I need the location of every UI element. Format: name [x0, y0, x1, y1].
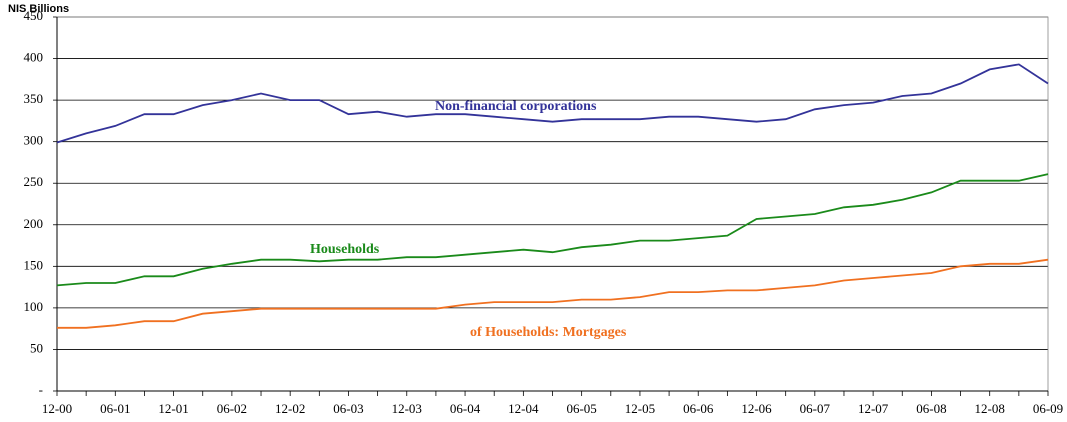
y-tick-label: 250: [24, 174, 44, 189]
y-tick-label: 350: [24, 91, 44, 106]
y-tick-label: 450: [24, 8, 44, 23]
x-tick-label: 12-04: [508, 401, 539, 416]
series-label: Non-financial corporations: [435, 99, 597, 114]
x-tick-label: 06-04: [450, 401, 481, 416]
x-tick-label: 12-02: [275, 401, 305, 416]
y-tick-label: 400: [24, 50, 44, 65]
x-tick-label: 12-06: [741, 401, 772, 416]
x-tick-label: 12-01: [158, 401, 188, 416]
y-tick-label: 50: [30, 340, 43, 355]
series-label: Households: [310, 242, 380, 257]
x-tick-label: 06-08: [916, 401, 946, 416]
x-tick-label: 06-01: [100, 401, 130, 416]
series-line: [56, 173, 1049, 287]
x-tick-label: 12-07: [858, 401, 889, 416]
x-tick-label: 06-07: [800, 401, 831, 416]
y-tick-label: 150: [24, 257, 44, 272]
y-tick-label: 300: [24, 133, 44, 148]
series-label: of Households: Mortgages: [470, 325, 627, 340]
x-tick-label: 06-06: [683, 401, 714, 416]
series-line: [56, 63, 1049, 144]
y-tick-label: 200: [24, 216, 44, 231]
series-line: [57, 258, 1049, 329]
x-tick-label: 06-03: [333, 401, 363, 416]
y-tick-label: 100: [24, 299, 44, 314]
x-tick-label: 06-05: [566, 401, 596, 416]
x-tick-label: 12-08: [975, 401, 1005, 416]
y-tick-label: -: [39, 382, 43, 397]
x-tick-label: 12-03: [392, 401, 422, 416]
x-tick-label: 12-05: [625, 401, 655, 416]
x-tick-label: 06-02: [217, 401, 247, 416]
x-tick-label: 06-09: [1033, 401, 1063, 416]
x-tick-label: 12-00: [42, 401, 72, 416]
y-axis-title: NIS Billions: [8, 3, 69, 15]
